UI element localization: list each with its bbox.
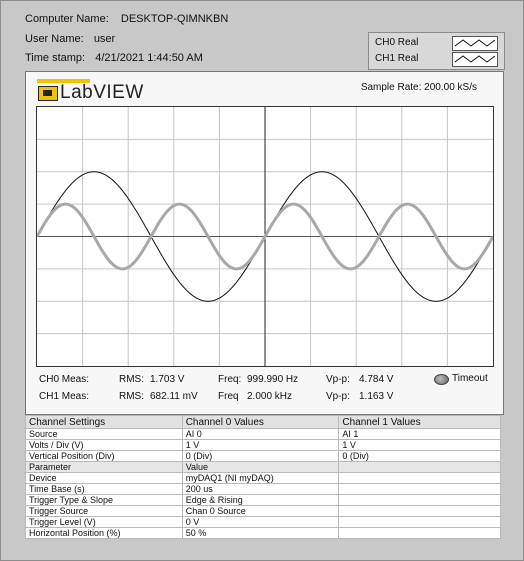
- table-cell: [338, 494, 501, 506]
- table-row: Horizontal Position (%) 50 %: [25, 527, 501, 539]
- table-cell: [338, 483, 501, 495]
- legend-ch1-swatch[interactable]: [452, 52, 498, 67]
- table-row: Vertical Position (Div) 0 (Div) 0 (Div): [25, 450, 501, 462]
- table-cell: Source: [25, 428, 183, 440]
- user-name-label: User Name:: [25, 33, 84, 45]
- ch1-rms-label: RMS:: [119, 391, 144, 402]
- table-cell[interactable]: 200 us: [181, 483, 340, 495]
- ch1-rms-value: 682.11 mV: [150, 391, 198, 402]
- table-cell: Vertical Position (Div): [25, 450, 183, 462]
- ch1-meas-label: CH1 Meas:: [39, 391, 90, 402]
- settings-table: Channel Settings Channel 0 Values Channe…: [25, 415, 501, 539]
- ch1-freq-label: Freq: [218, 391, 239, 402]
- table-cell: Trigger Source: [25, 505, 183, 517]
- timeout-led-icon: [434, 374, 449, 385]
- ch0-vpp-label: Vp-p:: [326, 374, 350, 385]
- table-cell: [338, 516, 501, 528]
- table-cell[interactable]: 1 V: [338, 439, 501, 451]
- ch1-vpp-label: Vp-p:: [326, 391, 350, 402]
- table-cell[interactable]: 0 V: [181, 516, 340, 528]
- legend-ch0-label: CH0 Real: [375, 37, 419, 48]
- legend-ch0-wave-icon: [454, 39, 496, 47]
- logo-stripe: [37, 79, 90, 83]
- table-cell: Trigger Level (V): [25, 516, 183, 528]
- table-row: Trigger Source Chan 0 Source: [25, 505, 501, 517]
- waveform-graph[interactable]: [35, 106, 495, 367]
- table-cell[interactable]: AI 1: [338, 428, 501, 440]
- parameter-header-row: Parameter Value: [25, 461, 501, 473]
- ch0-freq-label: Freq:: [218, 374, 242, 385]
- timestamp-row: Time stamp: 4/21/2021 1:44:50 AM: [25, 52, 203, 64]
- table-row: Volts / Div (V) 1 V 1 V: [25, 439, 501, 451]
- table-cell[interactable]: 1 V: [181, 439, 340, 451]
- computer-name-row: Computer Name: DESKTOP-QIMNKBN: [25, 13, 228, 25]
- user-name-row: User Name: user: [25, 33, 115, 45]
- scope-panel: LabVIEW Sample Rate: 200.00 kS/s CH0 Mea…: [25, 71, 504, 415]
- waveform-graph-svg: [35, 107, 495, 366]
- settings-table-header: Channel Settings Channel 0 Values Channe…: [25, 415, 501, 429]
- table-cell[interactable]: Chan 0 Source: [181, 505, 340, 517]
- table-row: Device myDAQ1 (NI myDAQ): [25, 472, 501, 484]
- param-header-cell: Value: [181, 461, 340, 473]
- table-cell: Time Base (s): [25, 483, 183, 495]
- param-header-cell: [338, 461, 501, 473]
- table-cell: [338, 527, 501, 539]
- table-cell[interactable]: 0 (Div): [338, 450, 501, 462]
- ch0-rms-value: 1.703 V: [150, 374, 185, 385]
- timeout-label: Timeout: [452, 373, 488, 384]
- table-cell[interactable]: Edge & Rising: [181, 494, 340, 506]
- timestamp-label: Time stamp:: [25, 52, 86, 64]
- table-cell[interactable]: 50 %: [181, 527, 340, 539]
- table-cell[interactable]: AI 0: [181, 428, 340, 440]
- ch1-vpp-value: 1.163 V: [359, 391, 394, 402]
- ch0-freq-value: 999.990 Hz: [247, 374, 299, 385]
- table-cell: [338, 505, 501, 517]
- header-cell: Channel 0 Values: [181, 415, 340, 429]
- table-row: Trigger Level (V) 0 V: [25, 516, 501, 528]
- computer-name-value: DESKTOP-QIMNKBN: [120, 13, 229, 25]
- ch1-freq-value: 2.000 kHz: [247, 391, 293, 402]
- table-cell: Device: [25, 472, 183, 484]
- header-cell: Channel Settings: [25, 415, 183, 429]
- ch0-meas-label: CH0 Meas:: [39, 374, 90, 385]
- table-row: Trigger Type & Slope Edge & Rising: [25, 494, 501, 506]
- param-header-cell: Parameter: [25, 461, 183, 473]
- legend-ch1-wave-icon: [454, 55, 496, 63]
- labview-logo: LabVIEW: [36, 77, 146, 103]
- header-cell: Channel 1 Values: [338, 415, 501, 429]
- table-cell: [338, 472, 501, 484]
- timestamp-value: 4/21/2021 1:44:50 AM: [95, 52, 203, 64]
- table-cell[interactable]: 0 (Div): [181, 450, 340, 462]
- table-cell: Horizontal Position (%): [25, 527, 183, 539]
- table-row: Time Base (s) 200 us: [25, 483, 501, 495]
- computer-name-label: Computer Name:: [25, 13, 109, 25]
- sample-rate: Sample Rate: 200.00 kS/s: [360, 82, 477, 93]
- legend-ch0-swatch[interactable]: [452, 36, 498, 51]
- brand-name: LabVIEW: [60, 82, 144, 103]
- table-row: Source AI 0 AI 1: [25, 428, 501, 440]
- ch0-vpp-value: 4.784 V: [359, 374, 394, 385]
- table-cell[interactable]: myDAQ1 (NI myDAQ): [181, 472, 340, 484]
- ch0-rms-label: RMS:: [119, 374, 144, 385]
- plot-legend[interactable]: CH0 Real CH1 Real: [368, 32, 505, 70]
- labview-logo-icon: [38, 86, 58, 101]
- table-cell: Trigger Type & Slope: [25, 494, 183, 506]
- user-name-value: user: [93, 33, 116, 45]
- series-line-ch1: [35, 202, 495, 271]
- legend-ch1-label: CH1 Real: [375, 53, 419, 64]
- table-cell: Volts / Div (V): [25, 439, 183, 451]
